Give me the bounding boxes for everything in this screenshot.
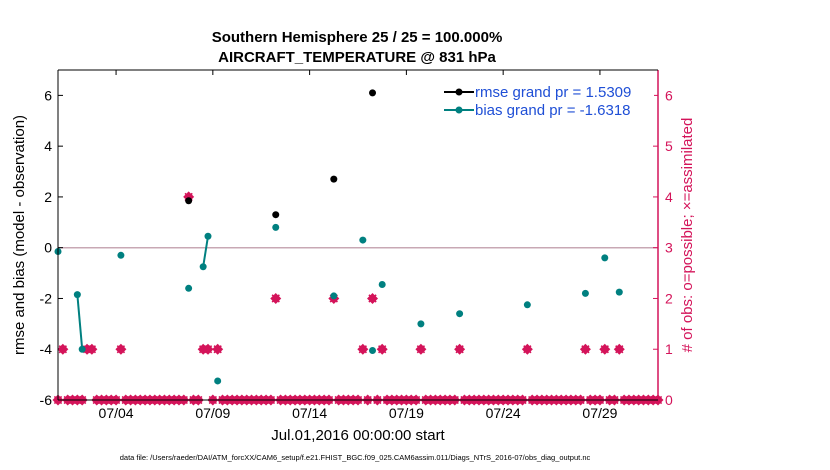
left-y-tick-label: -6 (40, 392, 53, 408)
bias-point (199, 263, 207, 271)
series-lines (76, 236, 209, 350)
rmse-point (330, 175, 338, 183)
right-y-tick-label: 5 (665, 138, 673, 154)
left-y-tick-label: -2 (40, 290, 53, 306)
x-tick-label: 07/09 (195, 405, 230, 421)
right-y-tick-label: 4 (665, 189, 673, 205)
bias-point (523, 301, 531, 309)
bias-point (204, 232, 212, 240)
left-y-axis-label: rmse and bias (model - observation) (11, 115, 28, 355)
rmse-point (185, 197, 193, 205)
obs-assimilated-marker (116, 345, 126, 354)
bias-point (369, 347, 377, 354)
x-tick-label: 07/24 (486, 405, 521, 421)
obs-assimilated-marker (213, 345, 222, 354)
chart-title-line-1: Southern Hemisphere 25 / 25 = 100.000% (212, 29, 503, 46)
x-tick-label: 07/29 (582, 405, 617, 421)
bias-point (417, 320, 425, 328)
bias-point (581, 289, 589, 297)
rmse-point (272, 211, 280, 219)
left-y-tick-label: 6 (44, 87, 52, 103)
x-tick-label: 07/14 (292, 405, 327, 421)
bias-point (378, 281, 386, 288)
bias-line-segment (202, 236, 209, 267)
obs-assimilated-marker (58, 345, 68, 354)
right-y-tick-label: 1 (665, 341, 673, 357)
bias-point (359, 236, 367, 244)
bias-point (73, 291, 81, 299)
series-points (54, 89, 623, 385)
bias-point (185, 284, 193, 292)
right-y-axis-label: # of obs: o=possible; ×=assimilated (679, 118, 696, 353)
obs-assimilated-marker (378, 345, 387, 354)
obs-assimilated-marker (87, 345, 97, 354)
left-y-tick-label: 2 (44, 189, 52, 205)
x-axis-label: Jul.01,2016 00:00:00 start (271, 427, 445, 444)
x-tick-label: 07/04 (99, 405, 134, 421)
right-y-axis-ticks: 0 1 2 3 4 5 6 (653, 87, 673, 408)
legend-box (440, 80, 654, 122)
obs-assimilated-marker (416, 345, 426, 354)
obs-assimilated-marker (523, 345, 532, 354)
left-y-tick-label: -4 (40, 341, 53, 357)
obs-assimilated-marker (368, 294, 377, 303)
obs-assimilated-marker (455, 345, 464, 354)
right-y-tick-label: 2 (665, 290, 673, 306)
rmse-point (369, 89, 377, 97)
right-y-tick-label: 0 (665, 392, 673, 408)
legend-rmse-marker (455, 88, 463, 96)
x-tick-label: 07/19 (389, 405, 424, 421)
bias-point (330, 292, 338, 300)
bias-point (456, 310, 464, 318)
obs-assimilated-marker (358, 345, 368, 354)
legend-rmse-label: rmse grand pr = 1.5309 (475, 84, 631, 101)
left-y-tick-label: 4 (44, 138, 52, 154)
left-y-tick-label: 0 (44, 240, 52, 256)
plot-area (58, 70, 658, 400)
bias-point (214, 377, 222, 385)
legend-bias-label: bias grand pr = -1.6318 (475, 102, 631, 119)
bias-point (601, 254, 609, 262)
obs-assimilated-marker (600, 345, 609, 354)
obs-assimilated-marker (271, 294, 280, 303)
obs-assimilated-marker (581, 345, 590, 354)
obs-count-markers (52, 191, 664, 406)
bias-point (78, 345, 86, 353)
data-file-footnote: data file: /Users/raeder/DAI/ATM_forcXX/… (120, 453, 591, 462)
bias-point (615, 288, 623, 296)
left-y-axis-ticks: -6 -4 -2 0 2 4 6 (40, 87, 63, 408)
bias-point (117, 251, 125, 259)
legend: rmse grand pr = 1.5309 bias grand pr = -… (440, 80, 654, 122)
obs-assimilated-marker (203, 345, 213, 354)
chart-title-line-2: AIRCRAFT_TEMPERATURE @ 831 hPa (218, 49, 496, 66)
legend-bias-marker (455, 106, 463, 114)
right-y-tick-label: 6 (665, 87, 673, 103)
bias-point (272, 223, 280, 231)
bias-line-segment (76, 294, 84, 350)
right-y-tick-label: 3 (665, 240, 673, 256)
obs-assimilated-marker (615, 345, 624, 354)
